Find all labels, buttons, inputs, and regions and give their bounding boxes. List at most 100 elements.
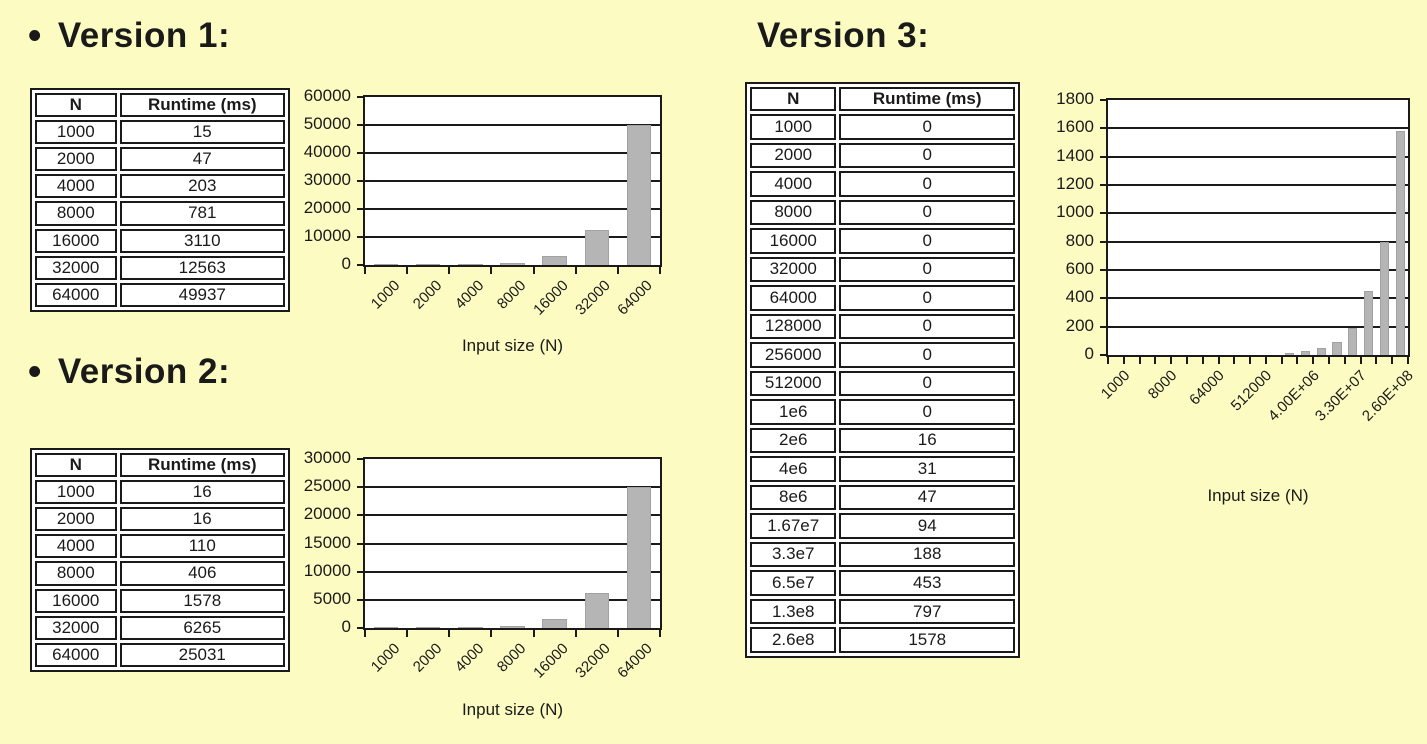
x-axis-tick-label: 4000 bbox=[451, 640, 488, 676]
table-row: 64000 25031 bbox=[35, 642, 285, 667]
gridline bbox=[1108, 240, 1408, 243]
bar bbox=[373, 264, 399, 265]
bar bbox=[626, 487, 652, 628]
x-axis-tick-label: 4000 bbox=[451, 277, 488, 313]
y-axis-tick bbox=[1100, 127, 1106, 130]
y-axis-tick-label: 600 bbox=[1065, 259, 1094, 278]
table-header-row: N Runtime (ms) bbox=[35, 453, 285, 477]
table-cell: 128000 bbox=[750, 313, 837, 340]
gridline bbox=[365, 542, 660, 545]
table-row: 2000 47 bbox=[35, 147, 285, 172]
y-axis-tick bbox=[1100, 325, 1106, 328]
x-axis-tick bbox=[1343, 355, 1346, 364]
x-axis-tick-label: 64000 bbox=[614, 640, 656, 682]
y-axis-tick-label: 1600 bbox=[1056, 117, 1094, 137]
gridline bbox=[365, 514, 660, 517]
x-axis-tick-label: 16000 bbox=[530, 277, 572, 319]
bar bbox=[584, 592, 609, 628]
table-cell: 1000 bbox=[750, 114, 837, 140]
x-axis-tick bbox=[1359, 355, 1362, 364]
table-cell: 0 bbox=[839, 313, 1015, 340]
version-2-title-text: Version 2: bbox=[57, 352, 231, 391]
table-cell: 781 bbox=[119, 201, 285, 226]
table-cell: 3.3e7 bbox=[750, 541, 837, 568]
x-axis-tick bbox=[1154, 355, 1157, 364]
table-cell: 64000 bbox=[35, 642, 117, 667]
table-cell: 1000 bbox=[35, 480, 117, 505]
gridline bbox=[365, 180, 660, 182]
x-axis-tick bbox=[490, 265, 493, 274]
column-header: N bbox=[750, 87, 837, 111]
bar bbox=[1300, 350, 1310, 355]
table-cell: 4e6 bbox=[750, 456, 837, 482]
y-axis-tick-label: 30000 bbox=[303, 448, 351, 467]
table-row: 16000 3110 bbox=[35, 228, 285, 253]
y-axis-tick-label: 20000 bbox=[303, 504, 351, 524]
y-axis-tick-label: 1200 bbox=[1056, 174, 1094, 193]
y-axis-tick bbox=[1100, 155, 1106, 158]
gridline bbox=[1108, 155, 1408, 158]
x-axis-tick-label: 8000 bbox=[493, 277, 530, 313]
table-row: 2.6e8 1578 bbox=[750, 627, 1015, 653]
table-row: 8000 0 bbox=[750, 199, 1015, 226]
y-axis-tick bbox=[1100, 99, 1106, 101]
table-cell: 2000 bbox=[35, 147, 117, 172]
table-row: 8000 781 bbox=[35, 201, 285, 226]
x-axis-tick-label: 8000 bbox=[1144, 367, 1181, 403]
x-axis-tick bbox=[448, 265, 451, 274]
table-cell: 0 bbox=[839, 370, 1015, 397]
table-row: 4000 0 bbox=[750, 171, 1015, 197]
bar bbox=[458, 264, 483, 265]
table-cell: 203 bbox=[119, 174, 285, 199]
x-axis-tick-label: 512000 bbox=[1227, 367, 1276, 415]
table-cell: 47 bbox=[839, 484, 1015, 511]
x-axis-tick-label: 1000 bbox=[367, 277, 404, 313]
y-axis-tick bbox=[357, 514, 363, 517]
table-row: 16000 1578 bbox=[35, 588, 285, 613]
table-row: 32000 0 bbox=[750, 256, 1015, 283]
x-axis-tick-label: 3.30E+07 bbox=[1312, 367, 1370, 425]
table-row: 64000 0 bbox=[750, 285, 1015, 311]
table-cell: 16 bbox=[119, 480, 285, 505]
table-row: 64000 49937 bbox=[35, 282, 285, 307]
gridline bbox=[365, 124, 660, 126]
y-axis-tick bbox=[357, 152, 363, 154]
y-axis-tick-label: 0 bbox=[1084, 344, 1094, 363]
x-axis-tick bbox=[659, 628, 661, 637]
table-cell: 0 bbox=[839, 171, 1015, 197]
x-axis-tick bbox=[574, 628, 577, 637]
bullet-icon: • bbox=[28, 15, 42, 57]
x-axis-tick bbox=[1138, 355, 1141, 364]
bar bbox=[1332, 341, 1342, 355]
gridline bbox=[365, 598, 660, 601]
table-cell: 1578 bbox=[839, 627, 1015, 653]
x-axis-tick bbox=[406, 628, 409, 637]
bar bbox=[1395, 131, 1405, 355]
bar bbox=[500, 262, 525, 265]
table-cell: 8000 bbox=[750, 199, 837, 226]
table-cell: 8e6 bbox=[750, 484, 837, 511]
table-row: 4e6 31 bbox=[750, 456, 1015, 482]
x-axis-tick-label: 8000 bbox=[493, 640, 530, 676]
gridline bbox=[1108, 297, 1408, 300]
table-cell: 4000 bbox=[35, 534, 117, 559]
table-cell: 797 bbox=[839, 598, 1015, 625]
bar bbox=[1363, 290, 1374, 355]
table-row: 512000 0 bbox=[750, 370, 1015, 397]
table-cell: 4000 bbox=[35, 174, 117, 199]
bar bbox=[373, 627, 399, 628]
x-axis-tick bbox=[364, 265, 366, 274]
y-axis-tick-label: 5000 bbox=[313, 588, 351, 608]
x-axis-tick bbox=[364, 628, 366, 637]
table-row: 1e6 0 bbox=[750, 399, 1015, 425]
gridline bbox=[1108, 127, 1408, 130]
x-axis-tick-label: 4.00E+06 bbox=[1264, 367, 1323, 425]
table-cell: 6265 bbox=[119, 615, 285, 640]
y-axis-tick bbox=[1100, 184, 1106, 186]
table-cell: 4000 bbox=[750, 171, 837, 197]
table-cell: 2.6e8 bbox=[750, 627, 837, 653]
x-axis-tick bbox=[1312, 355, 1315, 364]
table-row: 1000 16 bbox=[35, 480, 285, 505]
column-header: Runtime (ms) bbox=[119, 93, 285, 117]
y-axis-tick bbox=[357, 208, 363, 210]
